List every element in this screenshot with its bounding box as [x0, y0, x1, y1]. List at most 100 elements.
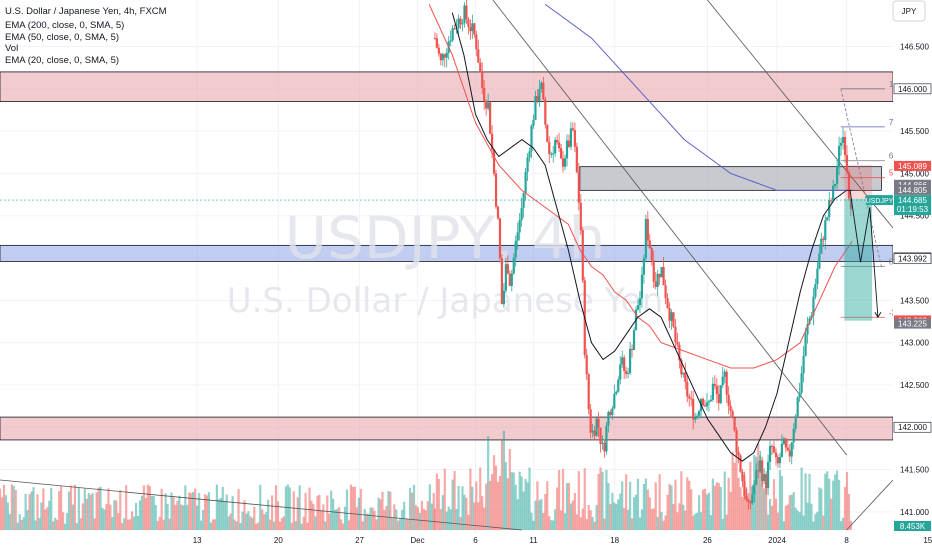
volume-bar [136, 515, 140, 530]
candle-body [729, 405, 732, 411]
volume-bar [365, 513, 368, 530]
volume-bar [804, 473, 807, 530]
price-axis[interactable]: 141.000 141.500 142.000 142.500 143.000 143.5… [893, 0, 932, 550]
volume-bar [561, 468, 565, 530]
volume-bar [494, 465, 498, 530]
volume-bar [205, 495, 209, 530]
volume-bar [542, 513, 545, 530]
watermark: USDJPY, 4h U.S. Dollar / Japanese Yen [227, 204, 664, 321]
price-tick-label: 145.500 [900, 127, 929, 136]
volume-bar [485, 483, 488, 530]
candle-body [577, 172, 580, 203]
candle-body [832, 185, 835, 201]
legend-ema50: EMA (50, close, 0, SMA, 5) [5, 32, 119, 43]
volume-bar [0, 488, 2, 530]
candle-body [628, 348, 632, 373]
candle-body [668, 307, 671, 321]
volume-bar [115, 500, 118, 530]
candle-body [692, 399, 695, 420]
volume-bar [408, 487, 412, 530]
volume-bar [399, 517, 402, 530]
candle-body [741, 471, 744, 482]
candle-body [463, 5, 466, 24]
volume-bar [475, 481, 478, 530]
volume-bar [666, 494, 669, 530]
candle-body [496, 206, 500, 219]
volume-bar [367, 513, 370, 530]
volume-bar [79, 518, 82, 530]
volume-bar [213, 519, 216, 530]
symbol-tag [866, 195, 893, 206]
volume-bar [824, 473, 827, 530]
volume-bar [761, 478, 764, 530]
time-tick-label: 15 [923, 536, 932, 545]
volume-bar [432, 493, 435, 530]
price-tick-label: 146.500 [900, 43, 929, 52]
volume-bar [414, 505, 418, 530]
time-axis[interactable]: 132027Dec6111826202481522 [0, 533, 932, 550]
candle-body [707, 401, 711, 403]
candle-body [567, 140, 571, 147]
stop-zone [844, 164, 873, 199]
volume-bar [65, 513, 69, 530]
candle-body [477, 49, 480, 63]
volume-bar [836, 470, 839, 530]
volume-bar [375, 519, 378, 530]
volume-bar [792, 492, 795, 530]
volume-bar [548, 516, 551, 530]
volume-bar [830, 498, 833, 530]
projection-arrow [874, 312, 882, 319]
volume-bar [405, 518, 408, 530]
currency-button[interactable]: JPY [892, 0, 926, 22]
volume-bar [546, 481, 549, 530]
volume-bar [198, 492, 201, 530]
volume-bar [502, 430, 506, 530]
candle-body [621, 357, 624, 365]
candle-body [796, 397, 799, 417]
volume-bar [619, 493, 622, 530]
volume-bar [636, 478, 640, 530]
candle-body [508, 273, 511, 286]
candle-body [504, 264, 507, 291]
volume-bar [524, 478, 527, 530]
short-position-tool[interactable] [844, 164, 873, 321]
volume-bar [245, 513, 248, 530]
volume-bar [314, 516, 317, 530]
volume-bar [680, 471, 683, 530]
volume-bar [336, 509, 339, 530]
price-label-text: 146.000 [898, 85, 927, 94]
volume-bar [447, 506, 450, 530]
volume-bar [498, 476, 502, 530]
volume-bar [573, 493, 576, 530]
candle-body [806, 324, 809, 335]
volume-bar [834, 474, 837, 530]
time-tick-label: 8 [844, 536, 849, 545]
volume-bar [203, 494, 207, 530]
volume-bar [611, 492, 614, 530]
candle-body [772, 446, 776, 453]
volume-bar [347, 520, 351, 530]
volume-bar [257, 522, 260, 530]
volume-bar [743, 474, 746, 530]
volume-bar [459, 517, 462, 530]
currency-button-box[interactable] [892, 0, 926, 22]
candle-body [528, 151, 531, 158]
volume-bar [125, 485, 128, 530]
candle-body [646, 219, 649, 241]
volume-bar [170, 492, 173, 530]
volume-bar [705, 494, 709, 530]
volume-bar [607, 483, 610, 530]
candle-body [786, 447, 789, 451]
watermark-ticker: USDJPY, 4h [285, 204, 606, 272]
volume-bar [585, 519, 588, 530]
volume-bar [532, 520, 535, 530]
volume-bar [54, 517, 57, 530]
candle-body [538, 89, 541, 101]
volume-bar [508, 448, 511, 530]
volume-bar [510, 472, 513, 530]
volume-bar [766, 514, 770, 530]
volume-bar [176, 500, 179, 530]
volume-bar [328, 513, 331, 530]
